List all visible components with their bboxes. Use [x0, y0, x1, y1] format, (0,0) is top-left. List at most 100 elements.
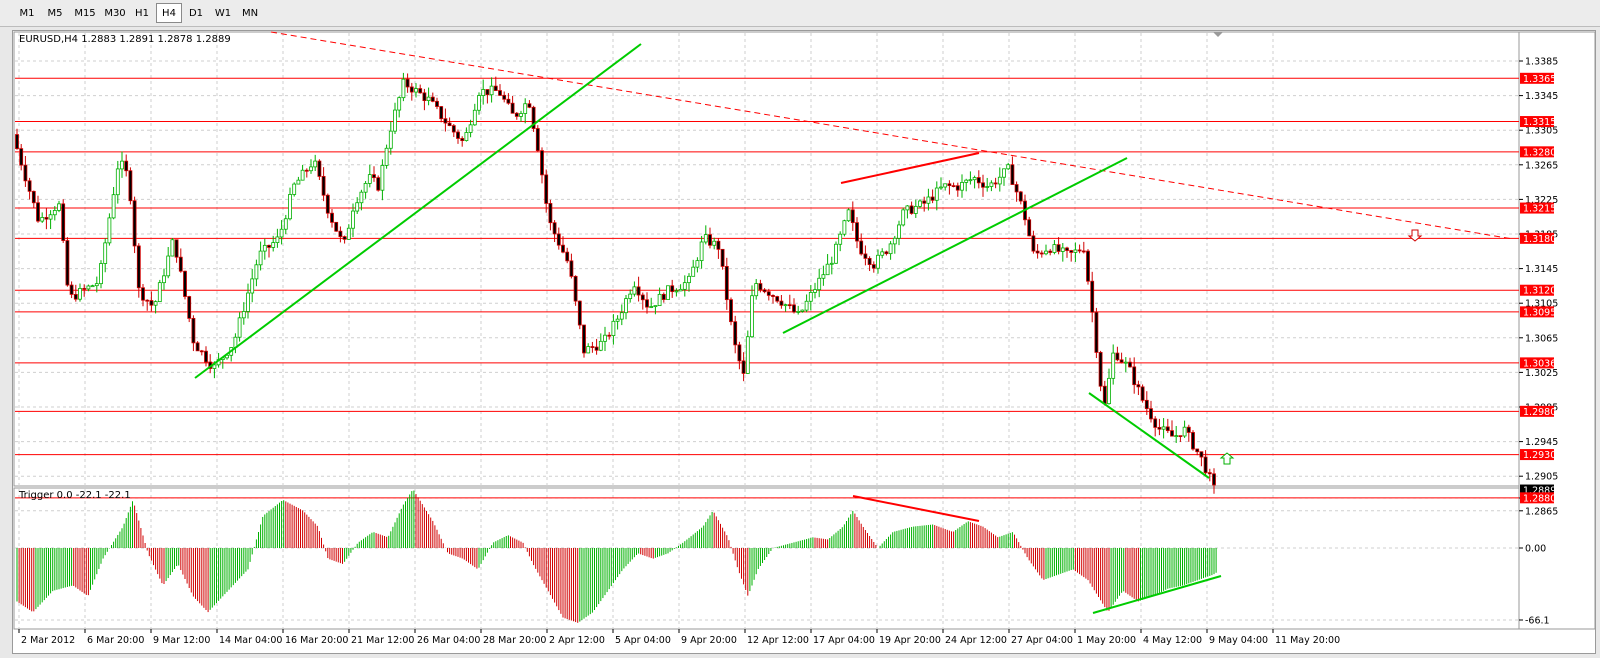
price-tick-label: 1.2905 — [1525, 472, 1558, 483]
candle — [603, 326, 607, 351]
candle — [808, 285, 813, 311]
candle — [166, 247, 171, 279]
timeframe-m5-button[interactable]: M5 — [47, 8, 63, 19]
level-price-label: 1.3315 — [1523, 117, 1556, 128]
candle — [73, 284, 78, 302]
candle — [355, 197, 360, 214]
timeframe-mn-button[interactable]: MN — [241, 8, 259, 19]
candle — [237, 312, 242, 342]
candle — [325, 193, 330, 219]
candle — [544, 169, 549, 213]
timeframe-h4-button[interactable]: H4 — [156, 3, 182, 23]
candle — [1077, 244, 1082, 254]
candle — [792, 298, 796, 314]
level-price-tag — [1520, 449, 1554, 461]
candle — [779, 295, 784, 309]
level-price-label: 1.2930 — [1523, 450, 1556, 461]
candle — [598, 333, 603, 352]
candle — [1018, 190, 1023, 205]
candle — [687, 273, 691, 292]
candle — [401, 72, 406, 102]
candle — [321, 167, 326, 202]
candle — [103, 238, 108, 273]
timeframe-h1-button[interactable]: H1 — [135, 8, 149, 19]
support-trendline[interactable] — [782, 157, 1128, 334]
candle — [1035, 244, 1040, 259]
candle — [132, 196, 137, 254]
level-price-tag — [1520, 146, 1554, 158]
candle — [821, 265, 826, 286]
candle — [766, 288, 771, 301]
candle — [1039, 250, 1044, 258]
candle — [892, 235, 897, 254]
candle — [128, 167, 133, 205]
candle — [1136, 380, 1141, 396]
candle — [1186, 424, 1191, 442]
price-tick-label: 1.3345 — [1525, 91, 1558, 102]
candle — [863, 245, 868, 266]
candle — [57, 200, 61, 213]
candle — [926, 188, 931, 211]
candle — [682, 275, 687, 297]
candle — [745, 330, 750, 374]
candle — [363, 181, 368, 199]
candle — [876, 249, 880, 274]
candle — [813, 282, 817, 299]
candle — [187, 295, 192, 323]
scroll-marker-icon[interactable] — [1213, 32, 1223, 37]
timeframe-m30-button[interactable]: M30 — [104, 8, 126, 19]
candle — [577, 300, 582, 330]
timeframe-w1-button[interactable]: W1 — [214, 8, 232, 19]
candle — [241, 302, 246, 325]
price-tick-label: 1.2865 — [1525, 506, 1558, 517]
candle — [993, 177, 998, 189]
candle — [367, 164, 372, 188]
candle — [867, 256, 872, 272]
candle — [661, 292, 666, 303]
candle — [262, 238, 267, 260]
support-trendline[interactable] — [194, 43, 642, 379]
candle — [15, 128, 19, 150]
candle — [636, 276, 641, 302]
time-tick-label: 24 Apr 12:00 — [945, 635, 1007, 646]
candle — [111, 186, 116, 220]
candle — [582, 324, 586, 358]
chart-canvas[interactable]: 1.33851.33451.33051.32651.32251.31851.31… — [13, 31, 1597, 655]
timeframe-m1-button[interactable]: M1 — [19, 8, 35, 19]
candle — [477, 92, 481, 115]
channel-trendline[interactable] — [1088, 392, 1210, 479]
divergence-line[interactable] — [840, 152, 980, 184]
candle — [934, 181, 939, 211]
candle — [204, 346, 208, 367]
level-price-label: 1.3280 — [1523, 147, 1556, 158]
price-tick-label: 1.3225 — [1525, 195, 1558, 206]
main-chart-header: EURUSD,H4 1.2883 1.2891 1.2878 1.2889 — [19, 34, 231, 45]
timeframe-d1-button[interactable]: D1 — [188, 8, 204, 19]
candle — [825, 254, 830, 276]
candle — [418, 84, 423, 94]
candle — [930, 189, 935, 204]
candle — [380, 159, 385, 201]
candle — [1002, 168, 1006, 186]
candle — [296, 176, 301, 185]
indicator-divergence-line[interactable] — [852, 495, 980, 522]
candle — [607, 332, 612, 340]
candle — [304, 168, 309, 178]
candle — [157, 279, 162, 303]
candle — [1102, 380, 1107, 406]
candle — [918, 199, 922, 209]
candle — [1027, 216, 1032, 237]
price-tick-label: 1.3065 — [1525, 333, 1558, 344]
candle — [94, 276, 99, 293]
candle — [1048, 248, 1053, 256]
time-tick-label: 21 Mar 12:00 — [351, 635, 414, 646]
candle — [880, 248, 885, 259]
chart-window[interactable]: 1.33851.33451.33051.32651.32251.31851.31… — [12, 30, 1596, 654]
candle — [1073, 242, 1078, 262]
candle — [615, 315, 620, 330]
indicator-divergence-line[interactable] — [1092, 575, 1222, 614]
candle — [481, 79, 486, 105]
level-price-tag — [1520, 202, 1554, 214]
timeframe-m15-button[interactable]: M15 — [74, 8, 96, 19]
candle — [397, 96, 402, 118]
